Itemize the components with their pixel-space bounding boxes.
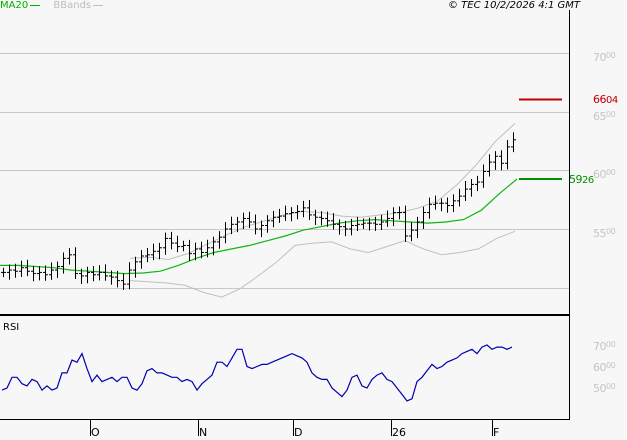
support-value-label: 5926 [569,173,594,186]
ohlc-bars [1,132,516,291]
copyright-timestamp: © TEC 10/2/2026 4:1 GMT [448,0,580,11]
price-axis-label-6500: 6500 [593,110,616,123]
x-axis-label-oct: O [91,426,100,439]
x-axis-ticks [90,420,493,436]
legend-bbands-swatch [93,4,104,6]
rsi-panel-title: RSI [3,322,20,333]
bollinger-upper-line [129,123,516,261]
price-axis-label-5500: 5500 [593,227,616,240]
legend-bbands-label: BBands [53,0,92,11]
price-axis-label-6000: 6000 [593,168,616,181]
ma20-line [0,178,518,275]
chart-legend: MA20 BBands [0,0,104,12]
rsi-axis-label-60: 6000 [593,361,616,374]
legend-bbands: BBands [53,0,104,11]
rsi-axis-label-70: 7000 [593,340,616,353]
price-gridlines [0,53,569,289]
rsi-line [1,344,513,402]
bollinger-lower-line [129,230,516,298]
x-axis-label-2026: 26 [392,426,406,439]
legend-ma20-swatch [30,4,41,6]
legend-ma20-label: MA20 [0,0,29,11]
rsi-axis-label-50: 5000 [593,382,616,395]
price-axis-label-7000: 7000 [593,51,616,64]
x-axis-label-nov: N [199,426,208,439]
x-axis-label-feb: F [493,426,500,439]
legend-ma20: MA20 [0,0,41,11]
resistance-value-label: 6604 [593,93,618,106]
x-axis-label-dec: D [294,426,303,439]
